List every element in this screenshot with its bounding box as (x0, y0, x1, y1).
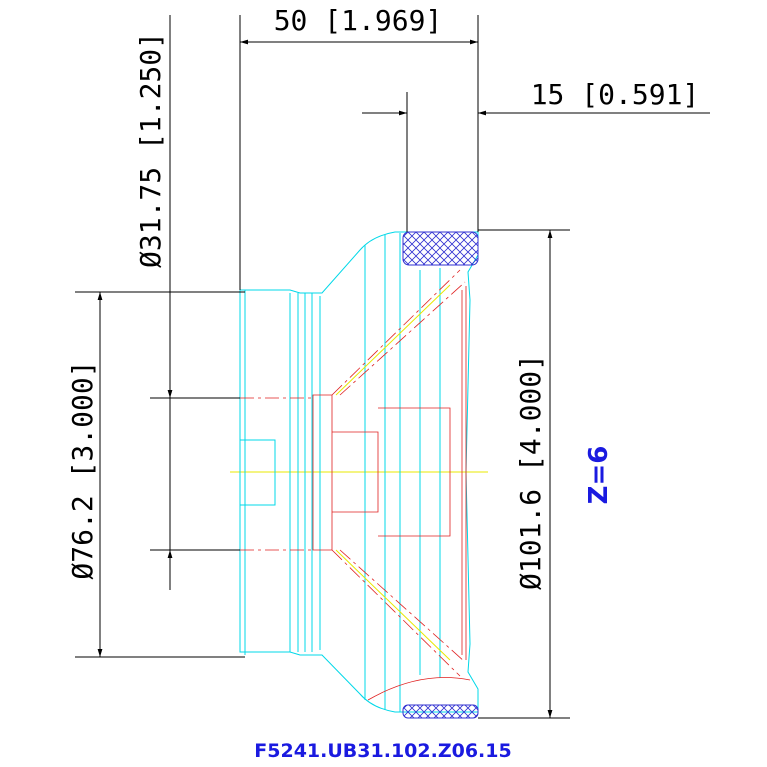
dimension-31: Ø31.75 [1.250] (134, 15, 240, 590)
dimension-101: Ø101.6 [4.000] (478, 229, 570, 719)
note: Z=6 (584, 446, 614, 505)
dimension-label: Ø76.2 [3.000] (66, 360, 99, 579)
dimension-label: Ø101.6 [4.000] (514, 354, 547, 590)
dimension-label: 15 [0.591] (531, 78, 700, 111)
dimension-label: Ø31.75 [1.250] (134, 32, 167, 268)
part-body (230, 231, 488, 719)
dimension-label: 50 [1.969] (274, 4, 443, 37)
dimension-15: 15 [0.591] (362, 78, 710, 232)
dimension-50: 50 [1.969] (239, 4, 479, 290)
dimension-76: Ø76.2 [3.000] (66, 291, 245, 658)
part-number: F5241.UB31.102.Z06.15 (254, 740, 511, 762)
